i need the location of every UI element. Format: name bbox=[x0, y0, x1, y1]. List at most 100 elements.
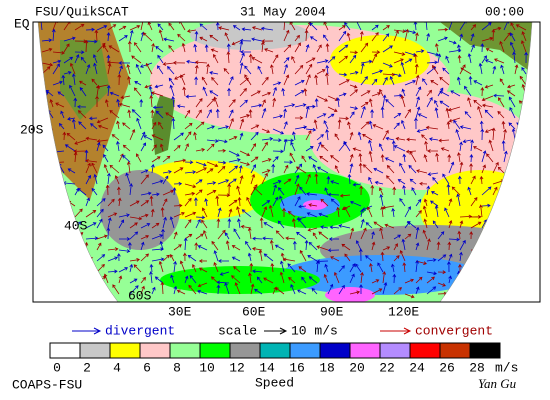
wind-arrow bbox=[434, 107, 439, 119]
wind-arrow bbox=[151, 247, 164, 252]
wind-arrow bbox=[160, 281, 165, 295]
wind-arrow bbox=[118, 213, 130, 218]
wind-arrow bbox=[497, 166, 505, 174]
wind-arrow bbox=[261, 137, 274, 141]
wind-arrow bbox=[85, 210, 97, 218]
wind-arrow bbox=[360, 121, 370, 130]
wind-arrow bbox=[359, 31, 364, 42]
wind-arrow bbox=[173, 231, 178, 240]
wind-arrow bbox=[316, 44, 322, 53]
wind-arrow bbox=[250, 184, 258, 196]
wind-arrow bbox=[237, 218, 241, 229]
wind-arrow bbox=[429, 200, 439, 207]
wind-arrow bbox=[371, 32, 379, 42]
wind-arrow bbox=[347, 121, 351, 130]
wind-arrow bbox=[469, 231, 474, 240]
wind-arrow bbox=[442, 173, 450, 185]
wind-arrow bbox=[184, 183, 197, 189]
wind-arrow bbox=[448, 161, 455, 174]
wind-arrow bbox=[144, 84, 153, 89]
wind-arrow bbox=[373, 167, 384, 174]
wind-arrow bbox=[154, 84, 164, 89]
wind-arrow bbox=[360, 62, 365, 75]
wind-arrow bbox=[327, 283, 334, 295]
wind-arrow bbox=[305, 74, 311, 86]
wind-arrow bbox=[259, 217, 264, 229]
wind-arrow bbox=[481, 203, 491, 208]
wind-arrow bbox=[368, 98, 373, 108]
wind-arrow bbox=[305, 44, 310, 53]
color-box bbox=[169, 342, 201, 359]
wind-arrow bbox=[73, 97, 78, 108]
wind-arrow bbox=[437, 231, 445, 240]
wind-arrow bbox=[314, 173, 319, 185]
wind-arrow bbox=[283, 57, 290, 64]
lat-label: EQ bbox=[14, 16, 30, 31]
wind-arrow bbox=[148, 85, 153, 97]
wind-arrow bbox=[162, 170, 172, 174]
wind-arrow bbox=[378, 143, 384, 152]
wind-arrow bbox=[189, 274, 197, 284]
wind-arrow bbox=[109, 91, 120, 97]
wind-arrow bbox=[437, 270, 447, 275]
wind-arrow bbox=[365, 222, 373, 229]
wind-arrow bbox=[365, 255, 373, 262]
wind-arrow bbox=[488, 139, 494, 152]
wind-arrow bbox=[382, 62, 393, 68]
wind-arrow bbox=[215, 195, 220, 207]
wind-arrow bbox=[347, 173, 352, 185]
wind-arrow bbox=[430, 80, 439, 86]
wind-arrow bbox=[216, 284, 221, 295]
colorbar-tick: 20 bbox=[349, 360, 365, 375]
wind-arrow bbox=[136, 117, 142, 130]
wind-arrow bbox=[129, 285, 139, 295]
wind-arrow bbox=[195, 215, 206, 220]
wind-arrow bbox=[169, 84, 175, 97]
wind-arrow bbox=[368, 139, 373, 152]
wind-arrow bbox=[479, 120, 484, 130]
wind-arrow bbox=[244, 74, 252, 86]
wind-arrow bbox=[275, 287, 285, 295]
wind-arrow bbox=[162, 216, 167, 229]
wind-arrow bbox=[509, 41, 516, 53]
wind-arrow bbox=[355, 240, 362, 251]
wind-arrow bbox=[470, 33, 475, 42]
wind-arrow bbox=[315, 260, 320, 273]
wind-arrow bbox=[510, 22, 516, 31]
wind-arrow bbox=[404, 278, 414, 284]
wind-arrow bbox=[308, 276, 318, 284]
wind-arrow bbox=[204, 198, 208, 207]
wind-arrow bbox=[51, 28, 56, 42]
wind-arrow bbox=[392, 186, 397, 196]
madagascar bbox=[152, 95, 175, 155]
wind-arrow bbox=[228, 158, 241, 163]
wind-arrow bbox=[333, 271, 340, 284]
wind-arrow bbox=[239, 175, 244, 185]
wind-arrow bbox=[74, 54, 80, 64]
wind-arrow bbox=[415, 32, 419, 42]
wind-arrow bbox=[155, 46, 164, 53]
wind-arrow bbox=[194, 76, 199, 86]
wind-arrow bbox=[360, 271, 364, 284]
date: 31 May 2004 bbox=[240, 4, 326, 19]
wind-arrow bbox=[78, 121, 87, 130]
wind-arrow bbox=[107, 63, 112, 75]
colorbar-tick: 24 bbox=[409, 360, 425, 375]
wind-arrow bbox=[140, 276, 146, 284]
wind-arrow bbox=[111, 134, 120, 141]
wind-arrow bbox=[69, 62, 76, 75]
wind-arrow bbox=[239, 62, 244, 75]
wind-arrow bbox=[485, 47, 494, 53]
wind-arrow bbox=[231, 245, 241, 251]
wind-arrow bbox=[206, 181, 217, 185]
wind-arrow bbox=[368, 176, 373, 185]
wind-arrow bbox=[467, 186, 472, 196]
wind-arrow bbox=[118, 102, 131, 108]
wind-arrow bbox=[371, 288, 383, 295]
wind-arrow bbox=[307, 255, 318, 262]
wind-arrow bbox=[39, 22, 43, 31]
wind-arrow bbox=[277, 220, 285, 229]
wind-arrow bbox=[182, 252, 187, 262]
wind-arrow bbox=[415, 106, 421, 119]
legend: divergent scale 10 m/s convergent bbox=[72, 323, 493, 338]
